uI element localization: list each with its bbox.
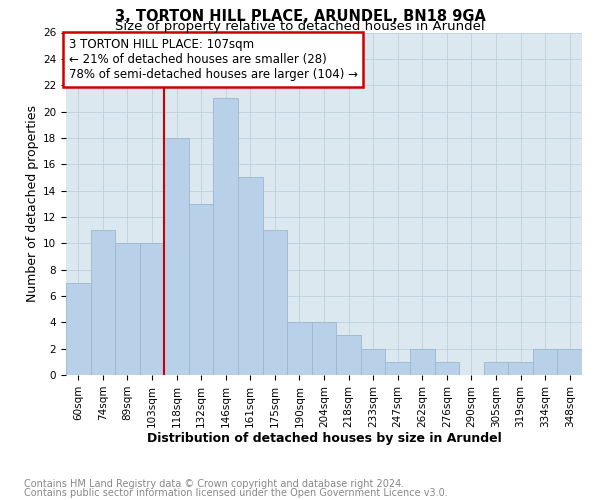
Bar (484, 362, 508, 375)
Bar (140, 244, 164, 375)
Bar (66, 283, 91, 375)
Bar (287, 322, 312, 375)
Bar (164, 138, 189, 375)
Text: Contains public sector information licensed under the Open Government Licence v3: Contains public sector information licen… (24, 488, 448, 498)
Bar (189, 204, 214, 375)
X-axis label: Distribution of detached houses by size in Arundel: Distribution of detached houses by size … (146, 432, 502, 446)
Text: Contains HM Land Registry data © Crown copyright and database right 2024.: Contains HM Land Registry data © Crown c… (24, 479, 404, 489)
Bar (361, 348, 385, 375)
Bar (533, 348, 557, 375)
Y-axis label: Number of detached properties: Number of detached properties (26, 106, 39, 302)
Bar (263, 230, 287, 375)
Bar (557, 348, 582, 375)
Text: Size of property relative to detached houses in Arundel: Size of property relative to detached ho… (115, 20, 485, 33)
Bar (312, 322, 336, 375)
Bar (434, 362, 459, 375)
Bar (238, 178, 263, 375)
Bar (508, 362, 533, 375)
Bar (410, 348, 434, 375)
Bar (336, 336, 361, 375)
Bar (91, 230, 115, 375)
Text: 3, TORTON HILL PLACE, ARUNDEL, BN18 9GA: 3, TORTON HILL PLACE, ARUNDEL, BN18 9GA (115, 9, 485, 24)
Bar (115, 244, 140, 375)
Text: 3 TORTON HILL PLACE: 107sqm
← 21% of detached houses are smaller (28)
78% of sem: 3 TORTON HILL PLACE: 107sqm ← 21% of det… (68, 38, 358, 80)
Bar (385, 362, 410, 375)
Bar (214, 98, 238, 375)
